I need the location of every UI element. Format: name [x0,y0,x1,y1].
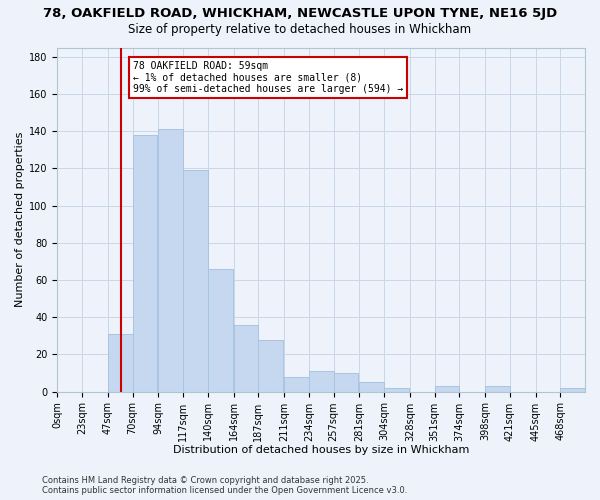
Text: 78, OAKFIELD ROAD, WHICKHAM, NEWCASTLE UPON TYNE, NE16 5JD: 78, OAKFIELD ROAD, WHICKHAM, NEWCASTLE U… [43,8,557,20]
Bar [183,170,208,392]
Bar [309,371,334,392]
Bar [334,373,358,392]
Y-axis label: Number of detached properties: Number of detached properties [15,132,25,307]
Text: 78 OAKFIELD ROAD: 59sqm
← 1% of detached houses are smaller (8)
99% of semi-deta: 78 OAKFIELD ROAD: 59sqm ← 1% of detached… [133,60,403,94]
Bar [485,386,510,392]
Bar [384,388,409,392]
Text: Contains HM Land Registry data © Crown copyright and database right 2025.
Contai: Contains HM Land Registry data © Crown c… [42,476,407,495]
Bar [359,382,384,392]
Bar [133,135,157,392]
Bar [108,334,133,392]
Bar [560,388,585,392]
Bar [233,324,259,392]
Bar [208,269,233,392]
Bar [434,386,459,392]
Bar [158,130,183,392]
Bar [284,376,309,392]
Bar [259,340,283,392]
X-axis label: Distribution of detached houses by size in Whickham: Distribution of detached houses by size … [173,445,469,455]
Text: Size of property relative to detached houses in Whickham: Size of property relative to detached ho… [128,22,472,36]
